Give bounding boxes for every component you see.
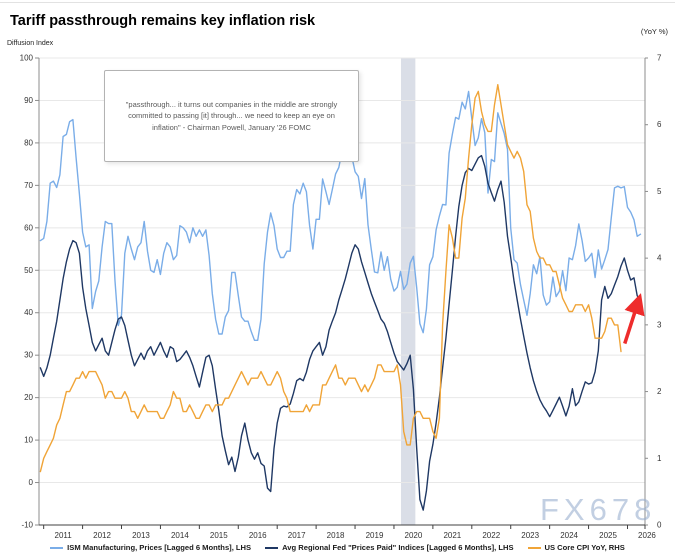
- powell-quote-box: "passthrough... it turns out companies i…: [104, 70, 359, 162]
- y-axis-tick-label: 100: [20, 54, 34, 63]
- x-axis-year-label: 2015: [210, 531, 228, 540]
- x-axis-year-label: 2012: [93, 531, 111, 540]
- y-axis-tick-label: 50: [24, 266, 33, 275]
- x-axis-year-label: 2020: [405, 531, 423, 540]
- right-axis-tick-label: 3: [657, 320, 662, 329]
- x-axis-year-label: 2021: [443, 531, 461, 540]
- fx678-watermark: FX678: [540, 492, 657, 527]
- x-axis-year-label: 2023: [521, 531, 539, 540]
- top-divider: [0, 2, 675, 3]
- legend-item: ISM Manufacturing, Prices [Lagged 6 Mont…: [50, 543, 251, 552]
- series-line-cpi: [39, 83, 622, 473]
- right-axis-caption: (YoY %): [640, 27, 668, 36]
- chart-legend: ISM Manufacturing, Prices [Lagged 6 Mont…: [0, 543, 675, 552]
- y-axis-tick-label: 60: [24, 223, 33, 232]
- legend-swatch: [527, 546, 541, 549]
- right-axis-tick-label: 6: [657, 120, 662, 129]
- x-axis-year-label: 2011: [55, 531, 73, 540]
- right-axis-tick-label: 5: [657, 187, 662, 196]
- legend-label: US Core CPI YoY, RHS: [544, 543, 625, 552]
- legend-swatch: [50, 546, 64, 549]
- y-axis-tick-label: 0: [29, 478, 34, 487]
- x-axis-year-label: 2014: [171, 531, 189, 540]
- y-axis-tick-label: 30: [24, 351, 33, 360]
- y-axis-tick-label: 40: [24, 308, 33, 317]
- chart-title: Tariff passthrough remains key inflation…: [10, 13, 316, 29]
- right-axis-tick-label: 7: [657, 54, 662, 63]
- y-axis-tick-label: 70: [24, 181, 33, 190]
- legend-swatch: [265, 546, 279, 549]
- right-axis-tick-label: 4: [657, 254, 662, 263]
- x-axis-year-label: 2024: [560, 531, 578, 540]
- y-axis-tick-label: 20: [24, 393, 33, 402]
- x-axis-year-label: 2019: [366, 531, 384, 540]
- x-axis-year-label: 2025: [599, 531, 617, 540]
- right-axis-tick-label: 1: [657, 454, 662, 463]
- powell-quote-text: "passthrough... it turns out companies i…: [125, 99, 338, 132]
- legend-label: Avg Regional Fed "Prices Paid" Indices […: [282, 543, 514, 552]
- series-line-fed: [39, 154, 642, 511]
- x-axis-year-label: 2017: [288, 531, 306, 540]
- x-axis-year-label: 2026: [638, 531, 656, 540]
- right-axis-tick-label: 2: [657, 387, 662, 396]
- right-axis-tick-label: 0: [657, 521, 662, 530]
- recession-band: [400, 58, 416, 525]
- left-axis-caption: Diffusion Index: [7, 40, 54, 47]
- y-axis-tick-label: -10: [21, 521, 33, 530]
- x-axis-year-label: 2018: [327, 531, 345, 540]
- legend-item: US Core CPI YoY, RHS: [527, 543, 625, 552]
- x-axis-year-label: 2013: [132, 531, 150, 540]
- x-axis-year-label: 2022: [482, 531, 500, 540]
- y-axis-tick-label: 90: [24, 96, 33, 105]
- legend-item: Avg Regional Fed "Prices Paid" Indices […: [265, 543, 514, 552]
- red-up-arrow: [623, 293, 645, 345]
- y-axis-tick-label: 80: [24, 138, 33, 147]
- legend-label: ISM Manufacturing, Prices [Lagged 6 Mont…: [67, 543, 252, 552]
- x-axis-year-label: 2016: [249, 531, 267, 540]
- y-axis-tick-label: 10: [24, 436, 33, 445]
